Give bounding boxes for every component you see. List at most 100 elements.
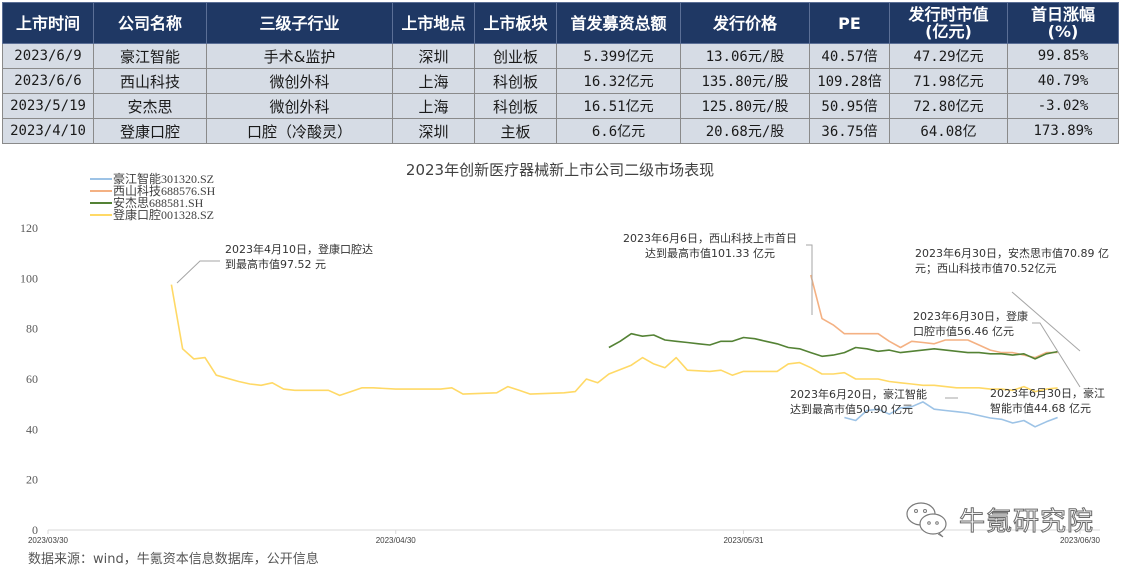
- column-header: 上市时间: [2, 2, 94, 44]
- table-cell: 上海: [392, 68, 475, 94]
- annotation-text: 到最高市值97.52 元: [225, 257, 326, 271]
- table-row: 2023/6/9 豪江智能 手术&监护 深圳 创业板 5.399亿元 13.06元/股 40.…: [2, 43, 1119, 69]
- column-header-label: 发行价格: [712, 13, 777, 33]
- x-tick-label: 2023/05/31: [723, 536, 764, 545]
- watermark: 牛氪研究院: [905, 500, 1094, 538]
- table-cell: 口腔（冷酸灵）: [206, 118, 393, 144]
- market-cap-line-chart: 2023年创新医疗器械新上市公司二级市场表现 豪江智能301320.SZ西山科技…: [20, 161, 1109, 545]
- y-tick-label: 20: [26, 473, 38, 487]
- wechat-icon: [906, 502, 947, 538]
- table-row: 2023/4/10 登康口腔 口腔（冷酸灵） 深圳 主板 6.6亿元 20.68元/股 36.…: [2, 118, 1119, 144]
- x-tick-label: 2023/03/30: [28, 536, 69, 545]
- column-header-label: (亿元): [925, 22, 972, 41]
- series-line: [170, 284, 1058, 397]
- table-cell: 微创外科: [206, 68, 393, 94]
- table-cell: 上海: [392, 93, 475, 119]
- table-cell: 64.08亿: [889, 118, 1008, 144]
- table-cell: -3.02%: [1007, 93, 1119, 119]
- y-axis: 0 20 40 60 80 100 120: [20, 221, 38, 537]
- column-header-label: 上市时间: [15, 13, 80, 33]
- column-header-label: 上市板块: [483, 13, 548, 33]
- annotation-text: 达到最高市值50.90 亿元: [790, 402, 913, 416]
- annotation-text: 2023年6月6日，西山科技上市首日: [623, 231, 797, 245]
- series-line: [608, 332, 1058, 360]
- table-cell: 豪江智能: [93, 43, 207, 69]
- annotation-text: 口腔市值56.46 亿元: [913, 324, 1014, 338]
- column-header: 三级子行业: [206, 2, 393, 44]
- table-cell: 深圳: [392, 43, 475, 69]
- table-cell: 16.32亿元: [556, 68, 681, 94]
- column-header-label: 首发募资总额: [570, 13, 667, 33]
- x-tick-label: 2023/04/30: [376, 536, 417, 545]
- annotation-leader-line: [1032, 322, 1081, 388]
- annotation-text: 智能市值44.68 亿元: [990, 401, 1091, 415]
- table-row: 2023/5/19 安杰思 微创外科 上海 科创板 16.51亿元 125.80元/股 50.…: [2, 93, 1119, 119]
- table-cell: 13.06元/股: [680, 43, 810, 69]
- x-tick-label: 2023/06/30: [1060, 536, 1101, 545]
- table-cell: 16.51亿元: [556, 93, 681, 119]
- table-cell: 2023/5/19: [2, 93, 94, 119]
- table-cell: 2023/6/9: [2, 43, 94, 69]
- y-tick-label: 60: [26, 372, 38, 386]
- table-body: 2023/6/9 豪江智能 手术&监护 深圳 创业板 5.399亿元 13.06元/股 40.…: [2, 43, 1119, 144]
- table-cell: 173.89%: [1007, 118, 1119, 144]
- column-header-label: PE: [838, 13, 861, 33]
- table-cell: 5.399亿元: [556, 43, 681, 69]
- column-header-label: 上市地点: [401, 13, 466, 33]
- annotation-leader-line: [176, 260, 220, 284]
- ipo-summary-table: 上市时间 公司名称 三级子行业 上市地点 上市板块 首发募资总额 发行价格 PE 发行时市值 (亿…: [2, 2, 1119, 144]
- table-cell: 手术&监护: [206, 43, 393, 69]
- column-header: 公司名称: [93, 2, 207, 44]
- column-header: 首发募资总额: [556, 2, 681, 44]
- table-cell: 40.57倍: [809, 43, 890, 69]
- series-lines: [170, 274, 1058, 428]
- data-source-note: 数据来源：wind，牛氪资本信息数据库，公开信息: [28, 552, 319, 567]
- annotation-leader-line: [806, 244, 813, 315]
- table-cell: 36.75倍: [809, 118, 890, 144]
- column-header-label: 发行时市值: [908, 5, 989, 24]
- y-tick-label: 120: [20, 221, 38, 235]
- table-cell: 72.80亿元: [889, 93, 1008, 119]
- annotation-leader-line: [1011, 291, 1081, 352]
- y-tick-label: 100: [20, 271, 38, 285]
- y-tick-label: 80: [26, 322, 38, 336]
- table-cell: 创业板: [474, 43, 557, 69]
- column-header-label: 三级子行业: [259, 13, 340, 33]
- table-cell: 125.80元/股: [680, 93, 810, 119]
- column-header: 上市板块: [474, 2, 557, 44]
- annotation-text: 2023年4月10日，登康口腔达: [225, 242, 373, 256]
- legend-label: 登康口腔001328.SZ: [113, 207, 214, 222]
- column-header-label: (%): [1047, 22, 1079, 41]
- table-cell: 登康口腔: [93, 118, 207, 144]
- series-line: [810, 274, 1058, 359]
- legend-label: 豪江智能301320.SZ: [113, 171, 214, 186]
- column-header: 发行价格: [680, 2, 810, 44]
- table-cell: 20.68元/股: [680, 118, 810, 144]
- table-cell: 71.98亿元: [889, 68, 1008, 94]
- column-header-label: 公司名称: [117, 13, 182, 33]
- legend-label: 安杰思688581.SH: [113, 195, 204, 210]
- table-cell: 微创外科: [206, 93, 393, 119]
- y-tick-label: 0: [32, 523, 38, 537]
- watermark-text: 牛氪研究院: [958, 506, 1095, 537]
- table-row: 2023/6/6 西山科技 微创外科 上海 科创板 16.32亿元 135.80元/股 109…: [2, 68, 1119, 94]
- annotation-text: 元；西山科技市值70.52亿元: [915, 261, 1057, 275]
- table-cell: 安杰思: [93, 93, 207, 119]
- column-header-label: 首日涨幅: [1030, 5, 1095, 24]
- table-header-row: 上市时间 公司名称 三级子行业 上市地点 上市板块 首发募资总额 发行价格 PE 发行时市值 (亿…: [2, 2, 1119, 44]
- column-header: 上市地点: [392, 2, 475, 44]
- table-cell: 135.80元/股: [680, 68, 810, 94]
- chart-title: 2023年创新医疗器械新上市公司二级市场表现: [406, 161, 714, 179]
- table-cell: 科创板: [474, 93, 557, 119]
- annotation-text: 2023年6月20日，豪江智能: [790, 387, 927, 401]
- table-cell: 109.28倍: [809, 68, 890, 94]
- column-header: 首日涨幅 (%): [1007, 2, 1119, 44]
- table-cell: 2023/6/6: [2, 68, 94, 94]
- table-cell: 2023/4/10: [2, 118, 94, 144]
- chart-legend: 豪江智能301320.SZ西山科技688576.SH安杰思688581.SH登康…: [90, 171, 216, 222]
- annotation-text: 2023年6月30日，豪江: [990, 386, 1105, 400]
- table-cell: 47.29亿元: [889, 43, 1008, 69]
- column-header: 发行时市值 (亿元): [889, 2, 1008, 44]
- column-header: PE: [809, 2, 890, 44]
